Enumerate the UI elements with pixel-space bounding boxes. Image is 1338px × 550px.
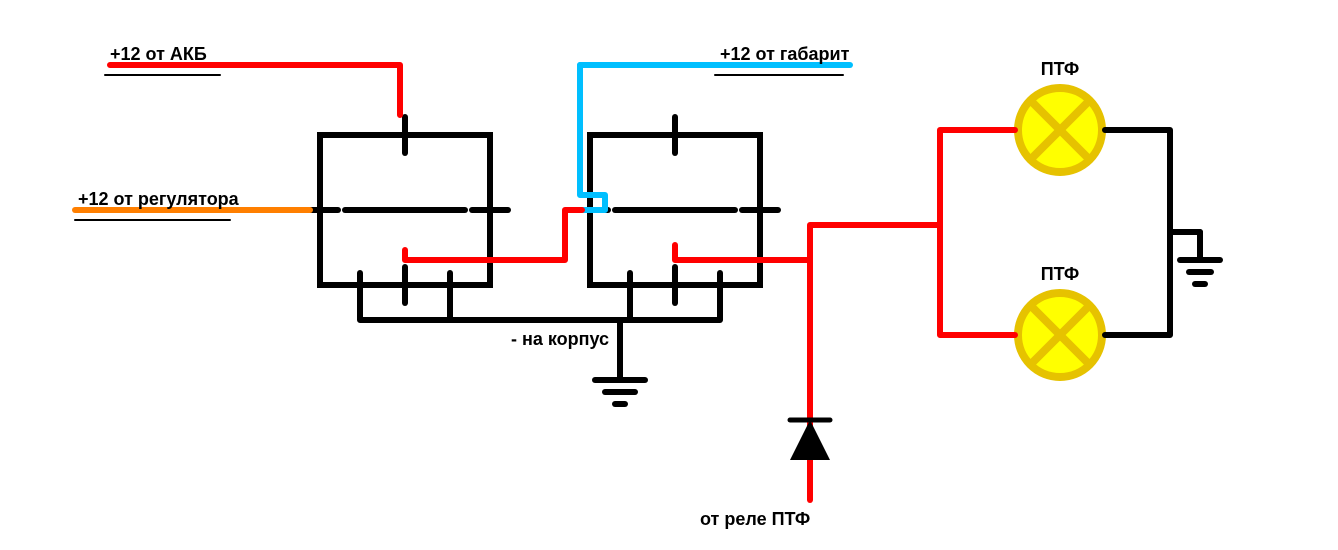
label-korpus: - на корпус — [511, 329, 609, 349]
label-ptf1: ПТФ — [1041, 59, 1080, 79]
label-ptf2: ПТФ — [1041, 264, 1080, 284]
label-regulator: +12 от регулятора — [78, 189, 240, 209]
label-from-relay-ptf: от реле ПТФ — [700, 509, 810, 529]
label-akb: +12 от АКБ — [110, 44, 207, 64]
label-gabarit: +12 от габарит — [720, 44, 850, 64]
